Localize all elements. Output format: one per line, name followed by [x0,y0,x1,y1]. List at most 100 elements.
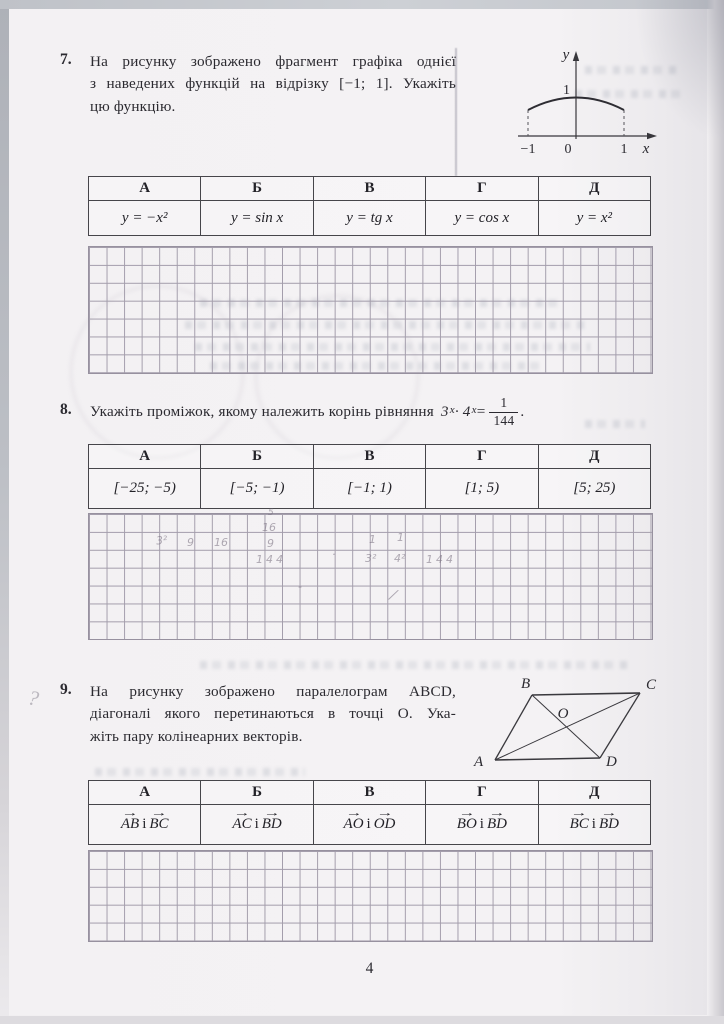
table-answer-row: y = −x² y = sin x y = tg x y = cos x y =… [87,200,652,236]
pencil-scribble: · [332,548,336,561]
eq-mid: · 4 [454,403,471,420]
question7-figure-graph: y 1 −1 0 1 x [518,47,657,157]
question9-number: 9. [60,681,72,698]
option-header-a: А [87,176,202,201]
table-header-row: А Б В Г Д [87,780,652,805]
y-axis-label: y [561,47,570,63]
question9-line3: жіть пару колінеарних векторів. [90,727,303,745]
option-a-value: [−25; −5) [87,468,202,509]
option-b-value: y = sin x [200,200,314,236]
vector-1: BO [456,816,478,833]
option-v-value: [−1; 1) [312,468,427,509]
question8-answer-table: А Б В Г Д [−25; −5) [−5; −1) [−1; 1) [1;… [87,444,652,509]
vector-2: OD [373,816,397,833]
x-tick-one: 1 [621,142,628,157]
table-header-row: А Б В Г Д [87,444,652,469]
worksheet-grid-q9 [88,850,653,942]
question8-text: Укажіть проміжок, якому належить корінь … [90,392,524,432]
pencil-scribble: 9 [267,537,274,550]
vector-2: BD [486,816,508,833]
worksheet-grid-q7 [88,246,653,374]
option-header-d: Д [537,780,652,805]
center-o-label: O [558,706,569,722]
vector-2: BD [261,816,283,833]
question9-answer-table: А Б В Г Д ABіBC ACіBD AOіOD BOіBD BCіBD [87,780,652,845]
option-header-b: Б [200,176,314,201]
pencil-scribble: 1 [369,533,376,546]
question9-text: На рисунку зображено паралелограм ABCD, … [90,681,456,748]
option-g-value: BOіBD [425,804,539,845]
table-answer-row: ABіBC ACіBD AOіOD BOіBD BCіBD [87,804,652,845]
question7-number: 7. [60,51,72,68]
option-a-value: ABіBC [87,804,202,845]
pencil-scribble: 16 [262,521,276,534]
x-axis-label: x [642,141,650,157]
option-a-value: y = −x² [87,200,202,236]
eq-period: . [520,403,525,420]
option-b-value: ACіBD [200,804,314,845]
option-header-v: В [312,444,427,469]
option-d-value: BCіBD [537,804,652,845]
table-answer-row: [−25; −5) [−5; −1) [−1; 1) [1; 5) [5; 25… [87,468,652,509]
question8-statement: Укажіть проміжок, якому належить корінь … [90,403,434,420]
option-header-g: Г [425,444,539,469]
bleed-through [95,768,305,776]
question9-line2: діагоналі якого перетинаються в точці O.… [90,705,456,723]
option-header-d: Д [537,444,652,469]
option-header-a: А [87,780,202,805]
pencil-scribble: 144 [256,553,286,566]
y-tick-one: 1 [563,83,570,98]
question9-line1: На рисунку зображено паралелограм ABCD, [90,683,456,700]
scan-edge-right [707,0,724,1024]
conjunction: і [366,816,371,832]
option-d-value: [5; 25) [537,468,652,509]
eq-exp1: x [449,403,455,416]
option-header-g: Г [425,780,539,805]
question7-line3: цю функцію. [90,97,176,115]
curve-arc [527,96,625,111]
bleed-through [585,420,645,428]
option-g-value: [1; 5) [425,468,539,509]
worksheet-grid-q8 [88,513,653,640]
origin-label: 0 [565,142,572,157]
bleed-through [200,661,630,669]
question7-text: На рисунку зображено фрагмент графіка од… [90,51,456,118]
x-axis-arrow [647,132,657,140]
fraction-denominator: 144 [489,411,519,428]
vector-2: BD [598,816,620,833]
vector-2: BC [148,816,169,833]
vertex-c-label: C [646,677,657,693]
eq-exp2: x [471,403,477,416]
option-header-v: В [312,780,427,805]
pencil-scribble: 144 [426,553,456,566]
bleed-through [575,90,685,98]
scan-edge-top [0,0,724,9]
question7-answer-table: А Б В Г Д y = −x² y = sin x y = tg x y =… [87,176,652,236]
pencil-scribble: 4² [394,552,406,565]
page-number: 4 [365,960,374,977]
option-g-value: y = cos x [425,200,539,236]
pencil-scribble: 1 [397,531,404,544]
option-v-value: AOіOD [312,804,427,845]
scan-edge-left [0,0,9,1024]
vertex-b-label: B [521,676,530,692]
vector-1: AO [343,816,365,833]
x-tick-minus-one: −1 [521,142,536,157]
vector-1: AC [231,816,252,833]
pencil-scribble: 16 [214,536,228,549]
conjunction: і [142,816,147,832]
vector-1: BC [569,816,590,833]
conjunction: і [591,816,596,832]
option-header-v: В [312,176,427,201]
pencil-scribble: - [298,580,302,593]
conjunction: і [479,816,484,832]
vertex-d-label: D [605,754,617,770]
option-header-g: Г [425,176,539,201]
question7-line1: На рисунку зображено фрагмент графіка од… [90,53,456,70]
scan-edge-bottom [0,1016,724,1024]
bleed-through [585,66,680,74]
option-b-value: [−5; −1) [200,468,314,509]
pencil-scribble: 3² [365,552,377,565]
